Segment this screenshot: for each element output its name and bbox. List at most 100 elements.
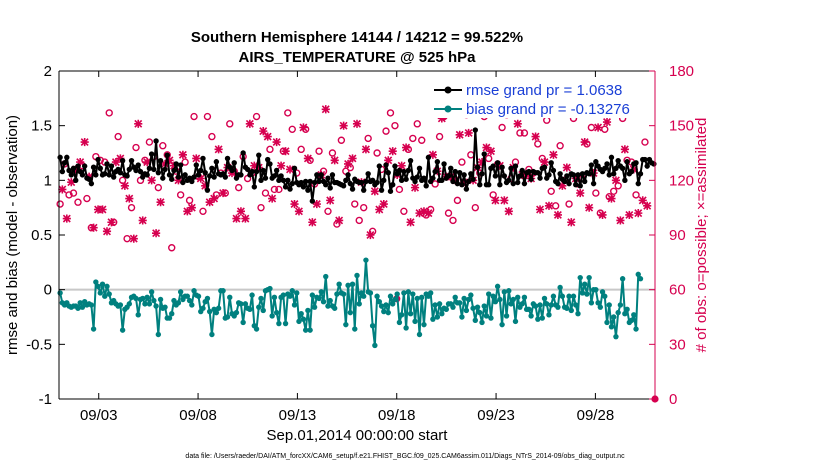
obs-assimilated-point <box>540 158 549 167</box>
rmse-point <box>282 184 289 190</box>
obs-assimilated-point <box>245 119 254 128</box>
obs-possible-point <box>176 191 185 199</box>
obs-assimilated-point <box>214 145 223 154</box>
obs-assimilated-point <box>616 216 625 225</box>
bias-point <box>427 290 434 296</box>
rmse-point <box>258 177 264 184</box>
bias-point <box>238 301 244 307</box>
bias-point <box>88 302 95 308</box>
rmse-point <box>512 163 519 169</box>
bias-point <box>273 309 280 316</box>
rmse-point <box>550 167 557 174</box>
bias-point <box>347 309 354 316</box>
bias-point <box>320 298 327 305</box>
rmse-point <box>309 198 316 204</box>
bias-point <box>119 327 126 333</box>
bias-point <box>372 342 378 349</box>
bias-point <box>269 313 275 319</box>
obs-assimilated-point <box>102 227 112 236</box>
rmse-point <box>378 187 385 193</box>
rmse-point <box>425 154 432 161</box>
rmse-point <box>363 178 369 185</box>
bias-point <box>184 293 191 299</box>
bias-point <box>169 311 175 317</box>
bias-point <box>490 293 496 299</box>
obs-possible-point <box>190 112 198 121</box>
rmse-point <box>278 173 284 179</box>
rmse-point <box>273 167 280 174</box>
obs-assimilated-point <box>415 209 424 218</box>
plot-area <box>56 70 659 403</box>
obs-assimilated-point <box>460 178 469 187</box>
bias-point <box>240 319 246 326</box>
rmse-point <box>173 161 179 167</box>
rmse-point <box>318 172 324 178</box>
obs-assimilated-point <box>513 119 522 128</box>
rmse-point <box>280 177 287 184</box>
y-tick-label-right: 180 <box>669 63 694 80</box>
rmse-point <box>365 171 371 177</box>
bias-point <box>595 300 601 306</box>
bias-point <box>253 326 260 332</box>
obs-assimilated-point <box>294 207 304 216</box>
legend-label-bias: bias grand pr = -0.13276 <box>466 101 630 118</box>
obs-assimilated-point <box>419 207 429 216</box>
y-tick-labels-right: 0 30 60 90 120 150 180 <box>669 63 694 408</box>
bias-point <box>468 292 474 298</box>
y-tick-label-left: 0.5 <box>31 227 52 244</box>
bias-point <box>220 288 226 294</box>
bias-point <box>191 288 197 294</box>
rmse-point <box>162 166 168 173</box>
rmse-point <box>262 175 269 181</box>
rmse-point <box>414 174 420 180</box>
obs-assimilated-point <box>535 205 545 214</box>
obs-possible-point <box>105 109 113 117</box>
obs-possible-point <box>127 203 136 212</box>
obs-assimilated-point <box>607 194 616 203</box>
rmse-point <box>396 167 403 174</box>
obs-possible-point <box>324 207 332 216</box>
bias-point <box>155 331 162 338</box>
obs-assimilated-point <box>379 199 388 209</box>
obs-assimilated-point <box>339 121 348 130</box>
obs-assimilated-point <box>321 105 330 114</box>
rmse-point <box>133 167 139 174</box>
bias-point <box>242 301 249 307</box>
rmse-point <box>477 182 483 188</box>
rmse-point <box>369 177 376 184</box>
rmse-point <box>517 173 523 179</box>
obs-possible-point <box>435 132 444 141</box>
rmse-point <box>608 154 615 161</box>
obs-assimilated-point <box>625 210 634 220</box>
bias-point <box>577 274 583 281</box>
obs-possible-point <box>315 147 323 155</box>
rmse-point <box>454 180 461 187</box>
rmse-point <box>267 161 273 167</box>
y-tick-label-left: 1.5 <box>31 118 52 135</box>
rmse-point <box>146 165 153 172</box>
rmse-point <box>461 172 467 178</box>
bias-point <box>396 319 403 326</box>
bias-point <box>77 300 83 306</box>
obs-possible-point <box>485 154 493 163</box>
obs-assimilated-point <box>210 194 219 203</box>
bias-point <box>323 273 329 280</box>
y-tick-label-left: 1 <box>44 172 52 189</box>
bias-point <box>499 321 505 328</box>
rmse-point <box>73 177 79 184</box>
bias-point <box>209 331 215 338</box>
obs-possible-point <box>632 191 640 199</box>
bias-point <box>97 290 103 296</box>
obs-assimilated-point <box>218 189 228 198</box>
obs-possible-point <box>288 125 296 134</box>
rmse-point <box>128 157 135 164</box>
rmse-point <box>557 171 563 177</box>
obs-assimilated-point <box>388 147 397 156</box>
rmse-point <box>169 176 175 182</box>
obs-possible-point <box>551 202 560 210</box>
bias-point <box>224 314 231 320</box>
obs-assimilated-point <box>89 223 98 232</box>
obs-possible-point <box>226 120 234 128</box>
obs-assimilated-point <box>576 189 585 198</box>
